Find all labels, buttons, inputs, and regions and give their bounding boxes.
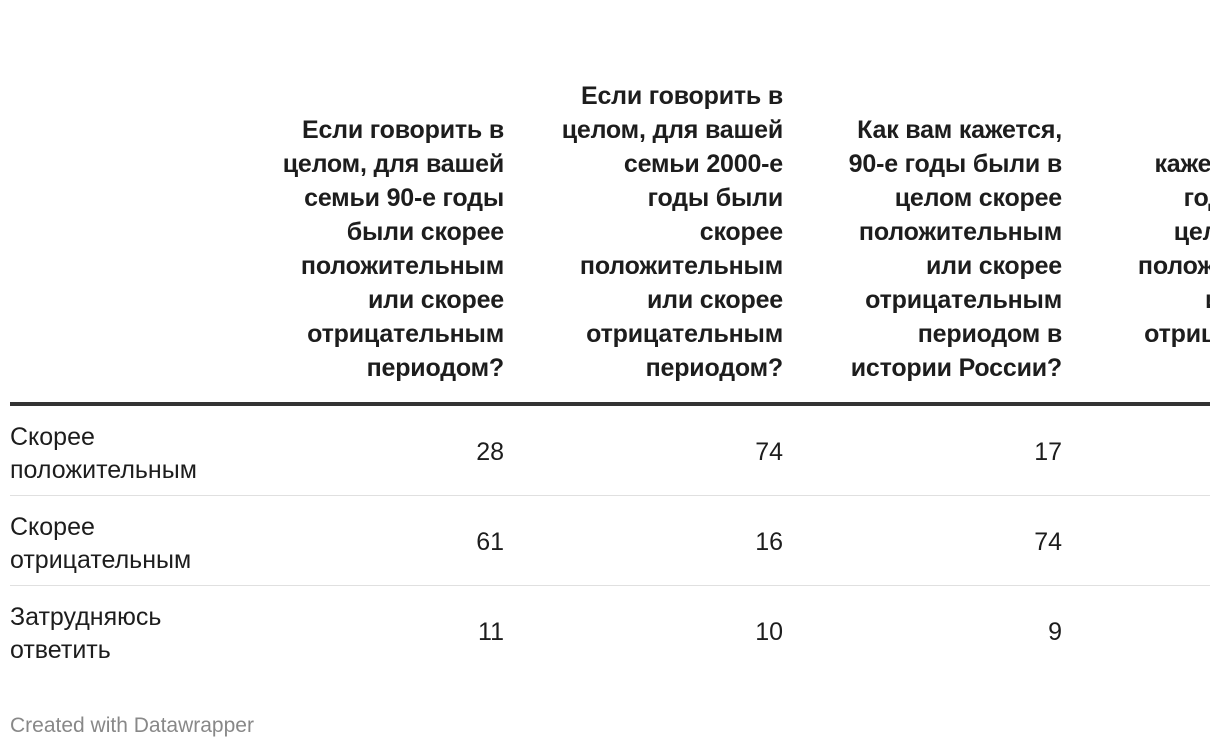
table-cell: 16 (755, 528, 783, 556)
table-header-row: Если говорить в целом, для вашей семьи 9… (10, 0, 1210, 406)
table-cell: 11 (478, 618, 504, 646)
table-cell: 17 (1034, 438, 1062, 466)
column-header-russia-2000s: кажется, 2000-е годы были в целом скорее… (1137, 150, 1210, 348)
row-label: Скорее положительным (10, 423, 197, 484)
column-header-family-90s: Если говорить в целом, для вашей семьи 9… (282, 116, 504, 382)
table-inner: Если говорить в целом, для вашей семьи 9… (10, 0, 1210, 675)
table-row: Затрудняюсь ответить 11 10 9 (10, 586, 1210, 675)
row-label: Затрудняюсь ответить (10, 603, 162, 664)
column-header-family-2000s: Если говорить в целом, для вашей семьи 2… (561, 82, 783, 382)
table-cell: 28 (476, 438, 504, 466)
table-cell: 74 (1034, 528, 1062, 556)
table-row: Скорее положительным 28 74 17 (10, 406, 1210, 496)
table-cell: 61 (476, 528, 504, 556)
column-header-russia-90s: Как вам кажется, 90-е годы были в целом … (848, 116, 1063, 382)
row-label: Скорее отрицательным (10, 513, 192, 574)
table-cell: 10 (755, 618, 783, 646)
datawrapper-credit: Created with Datawrapper (10, 714, 254, 737)
table-cell: 9 (1048, 618, 1062, 646)
table-row: Скорее отрицательным 61 16 74 (10, 496, 1210, 586)
table-cell: 74 (755, 438, 783, 466)
data-table: Если говорить в целом, для вашей семьи 9… (10, 0, 1210, 690)
